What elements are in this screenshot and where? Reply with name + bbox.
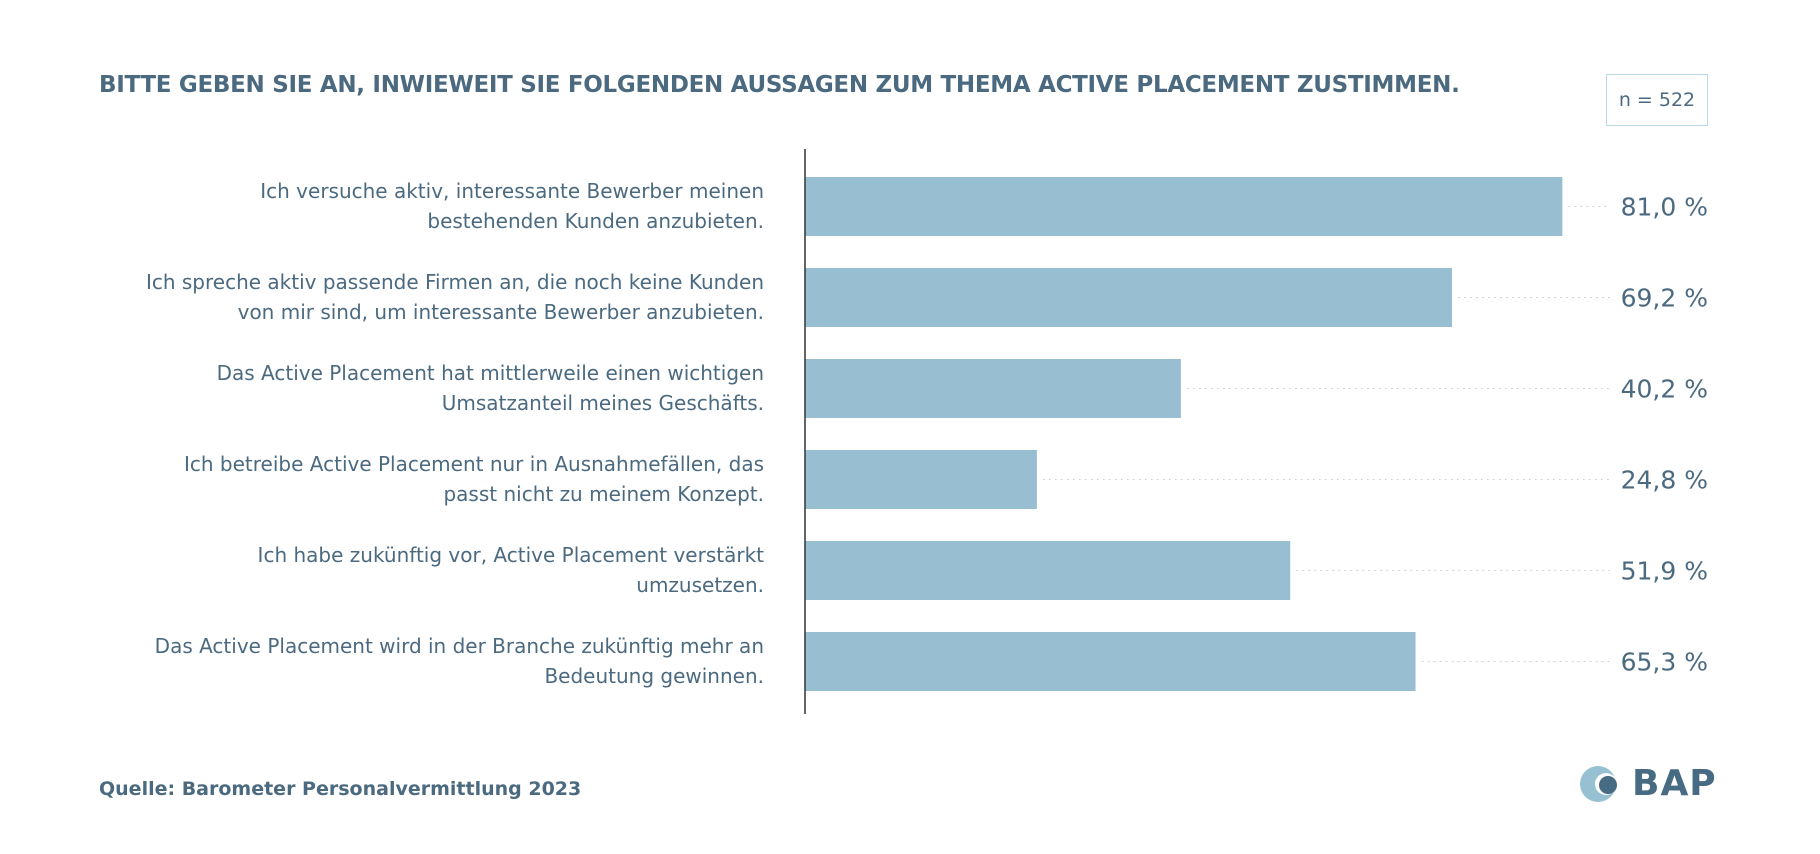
category-label: Ich spreche aktiv passende Firmen an, di… xyxy=(146,267,764,327)
bar xyxy=(805,450,1037,509)
category-label: Ich habe zukünftig vor, Active Placement… xyxy=(258,540,764,600)
category-label-line: Das Active Placement hat mittlerweile ei… xyxy=(216,361,764,385)
bar xyxy=(805,177,1563,236)
category-label-line: passt nicht zu meinem Konzept. xyxy=(443,482,764,506)
category-label-line: Ich versuche aktiv, interessante Bewerbe… xyxy=(260,179,764,203)
category-label-line: Ich betreibe Active Placement nur in Aus… xyxy=(184,452,764,476)
value-label: 40,2 % xyxy=(1621,375,1708,404)
value-label: 81,0 % xyxy=(1621,193,1708,222)
bar xyxy=(805,359,1181,418)
value-label: 65,3 % xyxy=(1621,648,1708,677)
category-label: Ich betreibe Active Placement nur in Aus… xyxy=(184,449,764,509)
category-label-line: umzusetzen. xyxy=(636,573,764,597)
value-label: 51,9 % xyxy=(1621,557,1708,586)
source-note: Quelle: Barometer Personalvermittlung 20… xyxy=(99,778,582,800)
value-label: 69,2 % xyxy=(1621,284,1708,313)
chart-title: BITTE GEBEN SIE AN, INWIEWEIT SIE FOLGEN… xyxy=(99,72,1460,98)
bap-logo: BAP xyxy=(1578,763,1717,804)
logo-text: BAP xyxy=(1632,763,1717,804)
category-label-line: bestehenden Kunden anzubieten. xyxy=(427,209,764,233)
sample-size-badge: n = 522 xyxy=(1606,74,1708,126)
category-label: Das Active Placement wird in der Branche… xyxy=(155,631,764,691)
bar xyxy=(805,632,1416,691)
category-label-line: Umsatzanteil meines Geschäfts. xyxy=(441,391,764,415)
bap-logo-icon xyxy=(1580,765,1617,802)
category-label-line: von mir sind, um interessante Bewerber a… xyxy=(237,300,764,324)
category-label-line: Ich spreche aktiv passende Firmen an, di… xyxy=(145,270,764,294)
bar xyxy=(805,541,1291,600)
category-label: Das Active Placement hat mittlerweile ei… xyxy=(217,358,764,418)
category-label-line: Bedeutung gewinnen. xyxy=(544,664,764,688)
value-label: 24,8 % xyxy=(1621,466,1708,495)
category-label-line: Ich habe zukünftig vor, Active Placement… xyxy=(257,543,764,567)
sample-size-text: n = 522 xyxy=(1618,89,1696,111)
category-label: Ich versuche aktiv, interessante Bewerbe… xyxy=(260,176,764,236)
bar xyxy=(805,268,1453,327)
category-label-line: Das Active Placement wird in der Branche… xyxy=(154,634,764,658)
